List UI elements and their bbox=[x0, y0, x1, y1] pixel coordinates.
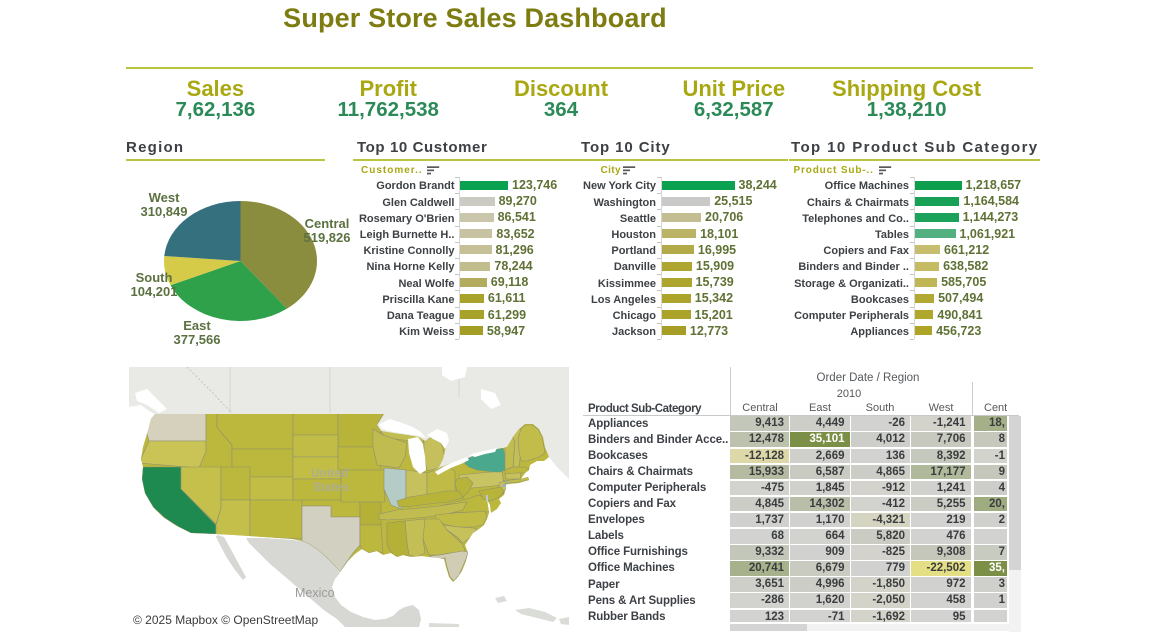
svg-text:© 2025 Mapbox © OpenStreetMap: © 2025 Mapbox © OpenStreetMap bbox=[133, 613, 318, 627]
svg-text:Mexico: Mexico bbox=[295, 586, 335, 600]
svg-text:States: States bbox=[313, 480, 349, 494]
svg-text:United: United bbox=[311, 466, 348, 480]
